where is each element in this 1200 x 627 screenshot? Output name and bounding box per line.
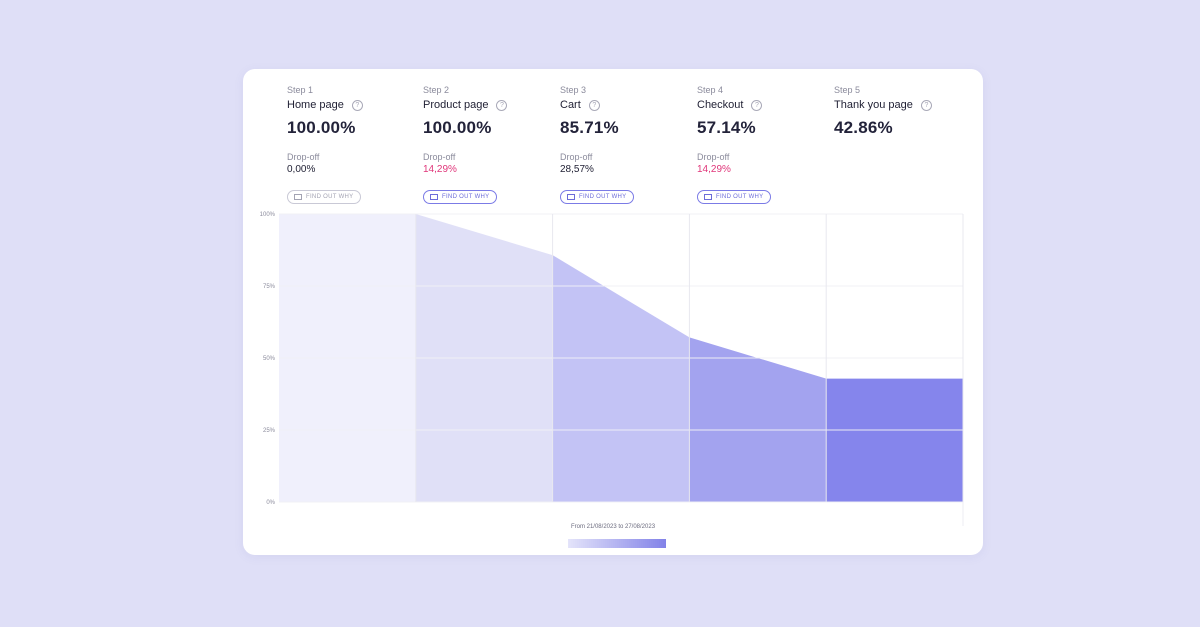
step-4: Step 4 Checkout? 57.14% Drop-off 14,29% …: [697, 83, 827, 205]
step-3-dropoff-value: 28,57%: [560, 164, 594, 175]
y-tick-label: 25%: [263, 428, 276, 434]
step-3: Step 3 Cart? 85.71% Drop-off 28,57% FIND…: [560, 83, 690, 205]
date-range: From 21/08/2023 to 27/08/2023: [570, 524, 656, 530]
step-2-dropoff-value: 14,29%: [423, 164, 457, 175]
step-2-name: Product page: [423, 99, 489, 111]
y-tick-label: 0%: [266, 500, 275, 506]
step-3-percent: 85.71%: [560, 118, 619, 137]
step-4-dropoff-value: 14,29%: [697, 164, 731, 175]
step-5-name: Thank you page: [834, 99, 913, 111]
step-2-percent: 100.00%: [423, 118, 492, 137]
help-icon[interactable]: ?: [351, 99, 363, 111]
step-3-dropoff-label: Drop-off: [560, 152, 593, 162]
step-4-name: Checkout: [697, 99, 744, 111]
funnel-segment-3: [552, 255, 690, 502]
step-5-percent: 42.86%: [834, 118, 893, 137]
step-2: Step 2 Product page? 100.00% Drop-off 14…: [423, 83, 553, 205]
step-1-label: Step 1: [287, 85, 314, 95]
y-tick-label: 75%: [263, 284, 276, 290]
mail-icon: [704, 194, 712, 200]
help-icon[interactable]: ?: [496, 99, 508, 111]
step-2-dropoff-label: Drop-off: [423, 152, 456, 162]
help-icon[interactable]: ?: [920, 99, 932, 111]
step-1-dropoff-label: Drop-off: [287, 152, 320, 162]
step-1-name: Home page: [287, 99, 344, 111]
step-1-dropoff-value: 0,00%: [287, 164, 316, 175]
step-1-find-out-why-button[interactable]: FIND OUT WHY: [287, 190, 361, 204]
mail-icon: [567, 194, 575, 200]
legend-gradient: [568, 539, 666, 548]
step-3-label: Step 3: [560, 85, 587, 95]
step-3-name: Cart: [560, 99, 581, 111]
funnel-segment-4: [689, 337, 827, 502]
step-4-label: Step 4: [697, 85, 724, 95]
step-4-find-out-why-button[interactable]: FIND OUT WHY: [697, 190, 771, 204]
step-1-percent: 100.00%: [287, 118, 356, 137]
y-tick-label: 50%: [263, 356, 276, 362]
step-5-label: Step 5: [834, 85, 861, 95]
step-4-dropoff-label: Drop-off: [697, 152, 730, 162]
step-1: Step 1 Home page? 100.00% Drop-off 0,00%…: [287, 83, 417, 205]
help-icon[interactable]: ?: [588, 99, 600, 111]
funnel-chart: 0% 25% 50% 75% 100%: [260, 212, 964, 526]
y-tick-label: 100%: [260, 212, 276, 218]
step-2-find-out-why-button[interactable]: FIND OUT WHY: [423, 190, 497, 204]
funnel-segment-5: [826, 378, 963, 502]
step-3-find-out-why-button[interactable]: FIND OUT WHY: [560, 190, 634, 204]
mail-icon: [430, 194, 438, 200]
step-5: Step 5 Thank you page? 42.86%: [834, 83, 964, 138]
step-2-label: Step 2: [423, 85, 450, 95]
mail-icon: [294, 194, 302, 200]
help-icon[interactable]: ?: [751, 99, 763, 111]
funnel-card: Step 1 Home page? 100.00% Drop-off 0,00%…: [243, 69, 983, 555]
step-4-percent: 57.14%: [697, 118, 756, 137]
